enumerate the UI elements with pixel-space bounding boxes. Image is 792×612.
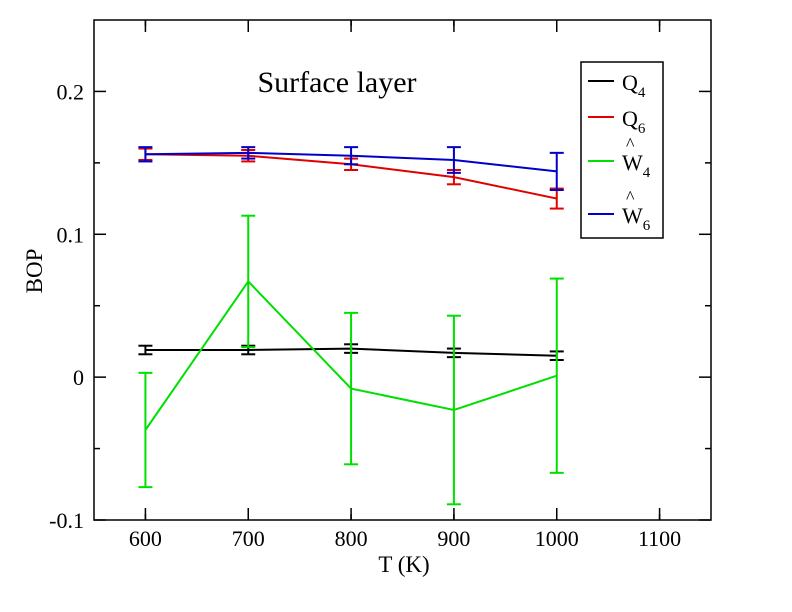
x-tick-label: 900 (437, 526, 470, 551)
series-w4-hat (138, 214, 564, 506)
series-w6-hat (138, 146, 564, 191)
legend-label: Q4 (622, 70, 646, 101)
x-tick-label: 1000 (535, 526, 579, 551)
plot-area-frame (93, 19, 712, 521)
legend-box (580, 61, 664, 239)
y-tick-label: 0 (73, 365, 84, 390)
legend-item: W6^ (588, 187, 651, 234)
axis-ticks: 600 700 800 900 1000 1100 -0.1 0 0.1 0.2 (49, 20, 711, 551)
x-tick-label: 800 (335, 526, 368, 551)
y-axis-label: BOP (22, 249, 47, 294)
y-tick-label: 0.1 (57, 222, 85, 247)
legend-label: W4 (622, 150, 651, 181)
x-tick-label: 1100 (638, 526, 681, 551)
x-axis-label: T (K) (378, 552, 429, 577)
y-tick-label: -0.1 (49, 508, 84, 533)
legend-hat-mark: ^ (626, 134, 635, 154)
legend-label: Q6 (622, 106, 646, 137)
legend-label: W6 (622, 203, 651, 234)
legend-item: Q4 (588, 70, 646, 101)
x-tick-label: 600 (129, 526, 162, 551)
chart-title: Surface layer (257, 66, 416, 99)
y-tick-label: 0.2 (57, 79, 85, 104)
data-series (138, 146, 564, 506)
legend-hat-mark: ^ (626, 187, 635, 207)
legend-item: W4^ (588, 134, 651, 181)
x-tick-label: 700 (232, 526, 265, 551)
legend-item: Q6 (588, 106, 646, 137)
